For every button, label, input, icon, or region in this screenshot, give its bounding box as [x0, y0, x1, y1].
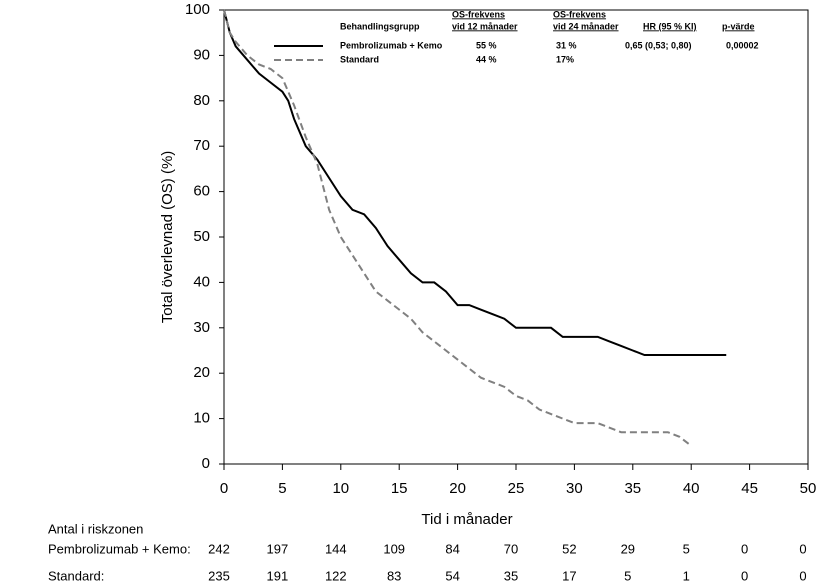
risk-row-label: Standard:	[48, 568, 104, 583]
risk-value: 0	[799, 541, 806, 556]
x-tick-label: 15	[391, 480, 408, 497]
risk-value: 83	[387, 568, 401, 583]
legend-column-header: vid 24 månader	[553, 21, 619, 31]
legend-column-header: OS-frekvens	[553, 9, 606, 19]
risk-value: 54	[445, 568, 459, 583]
x-axis-title: Tid i månader	[421, 511, 512, 528]
legend-value: 0,65 (0,53; 0,80)	[625, 40, 692, 50]
y-tick-label: 100	[185, 1, 210, 18]
legend-value: 31 %	[556, 40, 577, 50]
x-tick-label: 35	[624, 480, 641, 497]
y-tick-label: 0	[202, 455, 210, 472]
legend-column-header: vid 12 månader	[452, 21, 518, 31]
y-tick-label: 10	[193, 410, 210, 427]
legend-label: Standard	[340, 54, 379, 64]
legend-value: 55 %	[476, 40, 497, 50]
x-tick-label: 25	[508, 480, 525, 497]
risk-value: 235	[208, 568, 230, 583]
risk-value: 0	[741, 568, 748, 583]
y-tick-label: 60	[193, 183, 210, 200]
risk-value: 70	[504, 541, 518, 556]
legend-value: 0,00002	[726, 40, 759, 50]
y-tick-label: 20	[193, 364, 210, 381]
x-tick-label: 30	[566, 480, 583, 497]
legend-column-header: HR (95 % KI)	[643, 21, 697, 31]
x-tick-label: 0	[220, 480, 228, 497]
risk-value: 84	[445, 541, 459, 556]
legend-value: 44 %	[476, 54, 497, 64]
y-tick-label: 70	[193, 137, 210, 154]
risk-value: 197	[267, 541, 289, 556]
x-tick-label: 50	[800, 480, 817, 497]
risk-value: 35	[504, 568, 518, 583]
risk-value: 242	[208, 541, 230, 556]
risk-value: 29	[621, 541, 635, 556]
risk-value: 5	[683, 541, 690, 556]
legend-column-header: OS-frekvens	[452, 9, 505, 19]
risk-value: 122	[325, 568, 347, 583]
risk-value: 52	[562, 541, 576, 556]
x-tick-label: 20	[449, 480, 466, 497]
risk-value: 1	[683, 568, 690, 583]
x-tick-label: 45	[741, 480, 758, 497]
legend-column-header: p-värde	[722, 21, 755, 31]
risk-value: 144	[325, 541, 347, 556]
x-tick-label: 5	[278, 480, 286, 497]
y-axis-title: Total överlevnad (OS) (%)	[159, 151, 176, 324]
risk-row-label: Pembrolizumab + Kemo:	[48, 541, 191, 556]
risk-value: 191	[267, 568, 289, 583]
risk-value: 109	[383, 541, 405, 556]
y-tick-label: 90	[193, 46, 210, 63]
survival-curve	[223, 9, 692, 447]
plot-frame	[223, 9, 809, 465]
y-tick-label: 50	[193, 228, 210, 245]
x-tick-label: 10	[332, 480, 349, 497]
legend-label: Pembrolizumab + Kemo	[340, 40, 443, 50]
y-tick-label: 30	[193, 319, 210, 336]
x-tick-label: 40	[683, 480, 700, 497]
risk-value: 17	[562, 568, 576, 583]
risk-table-title: Antal i riskzonen	[48, 521, 143, 536]
risk-value: 0	[799, 568, 806, 583]
y-tick-label: 40	[193, 273, 210, 290]
legend-header: Behandlingsgrupp	[340, 21, 420, 31]
y-tick-label: 80	[193, 92, 210, 109]
survival-curve	[223, 9, 727, 357]
risk-value: 0	[741, 541, 748, 556]
legend-value: 17%	[556, 54, 574, 64]
risk-value: 5	[624, 568, 631, 583]
